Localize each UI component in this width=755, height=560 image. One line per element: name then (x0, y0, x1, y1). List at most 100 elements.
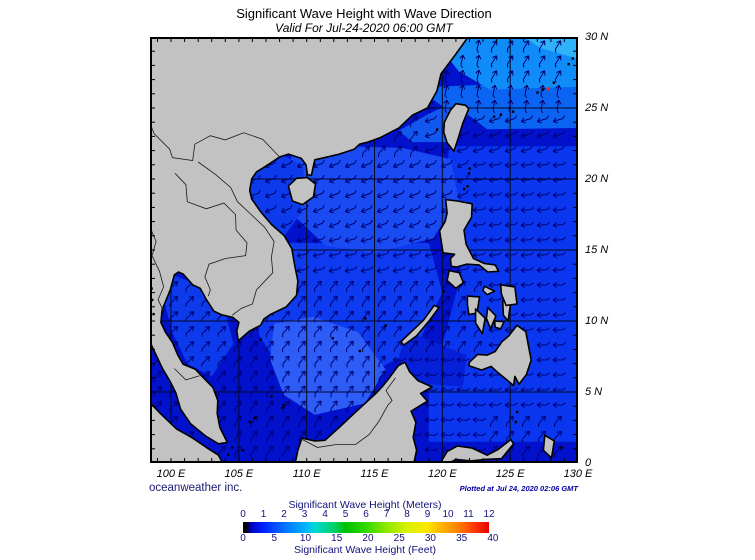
legend-meters-tick: 0 (240, 509, 246, 520)
y-axis-label: 5 N (585, 386, 603, 398)
island-dot (567, 63, 570, 66)
island-dot (514, 420, 517, 424)
land-mainland-asia (150, 37, 469, 445)
island-dot (467, 172, 471, 175)
island-dot (227, 453, 230, 456)
x-axis-label: 125 E (495, 468, 525, 480)
x-axis-label: 120 E (427, 468, 457, 480)
wave-height-map (150, 37, 578, 463)
legend-meters-tick: 10 (442, 509, 454, 520)
legend-meters-tick: 6 (363, 509, 369, 520)
x-axis-label: 130 E (563, 468, 593, 480)
legend-title-feet: Significant Wave Height (Feet) (293, 544, 436, 556)
legend-meters-tick: 4 (322, 509, 328, 520)
island-dot (552, 81, 555, 84)
border-china-south (150, 123, 280, 161)
island-dot (499, 113, 503, 116)
legend-feet-tick: 15 (331, 533, 343, 544)
legend-title-meters: Significant Wave Height (Meters) (288, 499, 442, 511)
land-halmahera (542, 434, 556, 459)
legend-meters-tick: 8 (404, 509, 410, 520)
legend-feet-tick: 5 (271, 533, 278, 544)
border-burma-thai (150, 227, 165, 313)
legend-colorbar (243, 522, 489, 533)
island-dot (152, 312, 155, 316)
wave-region-ne-corner-sliver (523, 37, 578, 59)
land-hainan (287, 176, 317, 206)
y-axis-label: 30 N (585, 31, 609, 43)
island-dot (241, 449, 245, 452)
y-axis-label: 0 (585, 457, 592, 469)
land-luzon (438, 198, 500, 273)
land-bohol (493, 320, 505, 330)
storm-marker-dot (546, 87, 550, 91)
land-sumatra (150, 401, 224, 463)
land-samar (499, 284, 518, 307)
credit-plotted-at: Plotted at Jul 24, 2020 02:06 GMT (459, 484, 578, 493)
y-axis-label: 15 N (585, 244, 609, 256)
island-dot (492, 115, 496, 118)
legend-feet-tick: 40 (487, 533, 499, 544)
credit-oceanweather: oceanweather inc. (149, 482, 243, 494)
x-axis-label: 105 E (224, 468, 254, 480)
island-dot (151, 298, 154, 302)
land-mindanao (467, 324, 533, 387)
island-dot (463, 187, 466, 191)
land-palawan (400, 304, 440, 346)
legend-meters-tick: 9 (424, 509, 431, 520)
island-dot (248, 420, 252, 424)
y-axis-label: 25 N (585, 102, 609, 114)
legend-feet-tick: 10 (299, 533, 312, 544)
island-dot (560, 446, 564, 449)
land-mindoro (446, 269, 465, 290)
legend-meters-tick: 12 (483, 509, 495, 520)
island-dot (384, 324, 387, 327)
legend-meters-tick: 3 (301, 509, 308, 520)
map-frame (150, 37, 578, 463)
island-dot (281, 406, 284, 409)
land-taiwan (442, 102, 470, 153)
x-axis-label: 100 E (156, 468, 186, 480)
border-borneo-inland (302, 377, 396, 448)
island-dot (466, 185, 469, 188)
island-dot (435, 128, 439, 131)
legend-feet-tick: 35 (456, 533, 468, 544)
border-malay-thai (174, 368, 200, 381)
wave-region-south-patch-light (270, 316, 386, 415)
land-sulawesi (439, 438, 515, 463)
island-dot (571, 57, 574, 60)
island-dot (442, 290, 446, 293)
y-axis-label: 20 N (585, 173, 609, 185)
island-dot (331, 337, 334, 340)
legend-meters-tick: 1 (260, 509, 267, 520)
y-axis-label: 10 N (585, 315, 609, 327)
island-dot (282, 403, 285, 407)
island-dot (516, 410, 519, 414)
legend-meters-tick: 5 (342, 509, 349, 520)
island-dot (254, 416, 257, 419)
island-dot (270, 395, 273, 398)
x-axis-label: 110 E (292, 468, 321, 480)
wave-direction-arrows (153, 39, 566, 458)
border-vietnam-west (197, 161, 275, 316)
legend-meters-tick: 2 (281, 509, 287, 520)
wave-region-sulu-dark (398, 332, 467, 387)
island-dot (364, 317, 367, 320)
legend-feet-tick: 20 (362, 533, 374, 544)
legend-meters-tick: 11 (463, 509, 474, 520)
island-dot (358, 349, 361, 353)
land-borneo (294, 361, 434, 463)
x-axis-label: 115 E (360, 468, 389, 480)
legend-feet-tick: 30 (424, 533, 436, 544)
legend-meters-tick: 7 (383, 509, 390, 520)
page-title: Significant Wave Height with Wave Direct… (236, 6, 492, 21)
island-dot (468, 167, 471, 170)
island-dot (511, 110, 515, 113)
island-dot (231, 446, 234, 449)
land-masbate (482, 285, 496, 296)
wave-region-ne-top (445, 37, 578, 90)
island-dot (541, 88, 545, 91)
island-dot (536, 91, 539, 94)
border-thai-laos-cambodia (174, 173, 248, 297)
